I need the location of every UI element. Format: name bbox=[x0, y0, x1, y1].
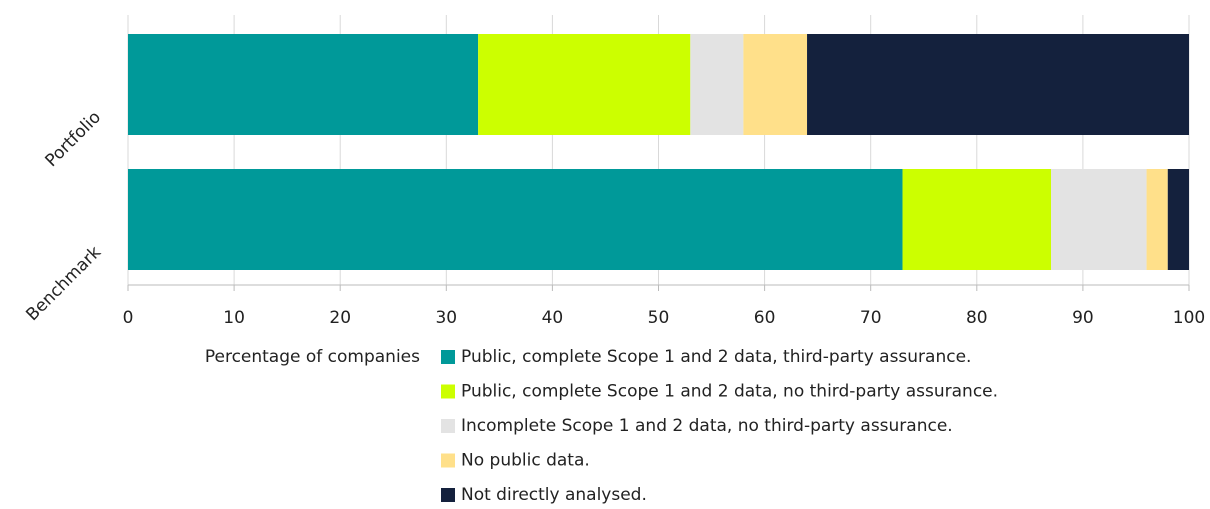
bar-segment bbox=[902, 169, 1052, 270]
legend-label: Public, complete Scope 1 and 2 data, no … bbox=[461, 382, 998, 402]
bar-segment bbox=[128, 34, 479, 135]
legend-swatch bbox=[441, 419, 455, 433]
bar-segment bbox=[690, 34, 744, 135]
legend-swatch bbox=[441, 350, 455, 364]
y-tick-label: Benchmark bbox=[22, 242, 105, 325]
bar-segment bbox=[743, 34, 808, 135]
x-tick-label: 60 bbox=[754, 308, 776, 328]
bar-segment bbox=[1146, 169, 1168, 270]
legend-label: Public, complete Scope 1 and 2 data, thi… bbox=[461, 347, 971, 367]
x-tick-label: 40 bbox=[542, 308, 564, 328]
x-tick-label: 0 bbox=[123, 308, 134, 328]
x-tick-label: 90 bbox=[1072, 308, 1094, 328]
x-tick-label: 80 bbox=[966, 308, 988, 328]
x-tick-label: 50 bbox=[648, 308, 670, 328]
legend-label: Not directly analysed. bbox=[461, 485, 647, 505]
x-tick-label: 100 bbox=[1173, 308, 1205, 328]
x-tick-label: 30 bbox=[435, 308, 457, 328]
legend-swatch bbox=[441, 453, 455, 468]
legend-swatch bbox=[441, 488, 455, 502]
x-tick-label: 20 bbox=[329, 308, 351, 328]
x-tick-label: 70 bbox=[860, 308, 882, 328]
bar-segment bbox=[1051, 169, 1147, 270]
x-tick-label: 10 bbox=[223, 308, 245, 328]
legend-label: No public data. bbox=[461, 451, 590, 471]
bar-segment bbox=[1167, 169, 1189, 270]
legend-swatch bbox=[441, 384, 455, 399]
x-axis-label: Percentage of companies bbox=[205, 347, 420, 367]
bar-segment bbox=[478, 34, 691, 135]
legend-label: Incomplete Scope 1 and 2 data, no third-… bbox=[461, 416, 953, 436]
y-tick-label: Portfolio bbox=[41, 107, 105, 171]
bar-segment bbox=[807, 34, 1189, 135]
bar-segment bbox=[128, 169, 903, 270]
